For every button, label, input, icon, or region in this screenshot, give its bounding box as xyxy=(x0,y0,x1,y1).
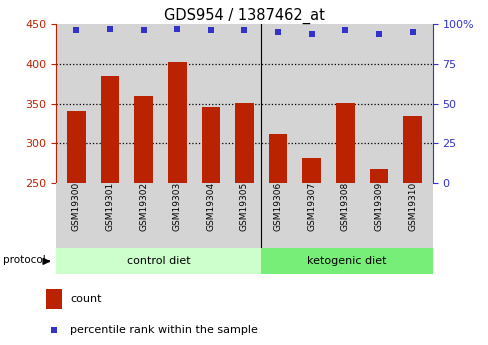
Title: GDS954 / 1387462_at: GDS954 / 1387462_at xyxy=(164,8,324,24)
Bar xyxy=(369,169,387,183)
Point xyxy=(72,28,80,33)
Point xyxy=(206,28,214,33)
Point xyxy=(374,31,382,37)
Point xyxy=(341,28,348,33)
Bar xyxy=(335,103,354,183)
Bar xyxy=(268,134,287,183)
Point xyxy=(50,327,58,332)
Text: count: count xyxy=(70,294,102,304)
Text: percentile rank within the sample: percentile rank within the sample xyxy=(70,325,258,335)
Point xyxy=(274,29,282,35)
Bar xyxy=(168,62,186,183)
Bar xyxy=(56,248,261,274)
Bar xyxy=(261,248,432,274)
Point xyxy=(307,31,315,37)
Bar xyxy=(235,103,253,183)
Text: control diet: control diet xyxy=(127,256,190,266)
Bar xyxy=(101,76,119,183)
Point xyxy=(240,28,248,33)
Text: ketogenic diet: ketogenic diet xyxy=(306,256,386,266)
Bar xyxy=(46,289,61,309)
Text: protocol: protocol xyxy=(3,255,45,265)
Point xyxy=(140,28,147,33)
Point xyxy=(106,26,114,32)
Bar xyxy=(134,96,153,183)
Bar xyxy=(67,111,85,183)
Point xyxy=(173,26,181,32)
Bar xyxy=(201,107,220,183)
Bar xyxy=(302,158,320,183)
Bar xyxy=(403,116,421,183)
Point xyxy=(408,29,416,35)
